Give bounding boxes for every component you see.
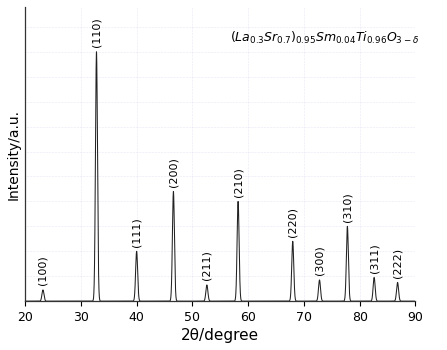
Text: (220): (220) xyxy=(288,207,298,237)
Y-axis label: Intensity/a.u.: Intensity/a.u. xyxy=(7,108,21,200)
Text: $(La_{0.3}Sr_{0.7})_{0.95}Sm_{0.04}Ti_{0.96}O_{3-\delta}$: $(La_{0.3}Sr_{0.7})_{0.95}Sm_{0.04}Ti_{0… xyxy=(230,30,419,46)
Text: (100): (100) xyxy=(38,256,48,286)
Text: (311): (311) xyxy=(369,243,379,273)
Text: (210): (210) xyxy=(233,167,243,197)
Text: (200): (200) xyxy=(169,157,178,187)
Text: (300): (300) xyxy=(315,246,325,275)
Text: (110): (110) xyxy=(92,18,101,47)
Text: (111): (111) xyxy=(131,217,142,247)
Text: (310): (310) xyxy=(342,192,352,222)
X-axis label: 2θ/degree: 2θ/degree xyxy=(181,328,259,343)
Text: (211): (211) xyxy=(202,251,212,280)
Text: (222): (222) xyxy=(392,248,403,278)
